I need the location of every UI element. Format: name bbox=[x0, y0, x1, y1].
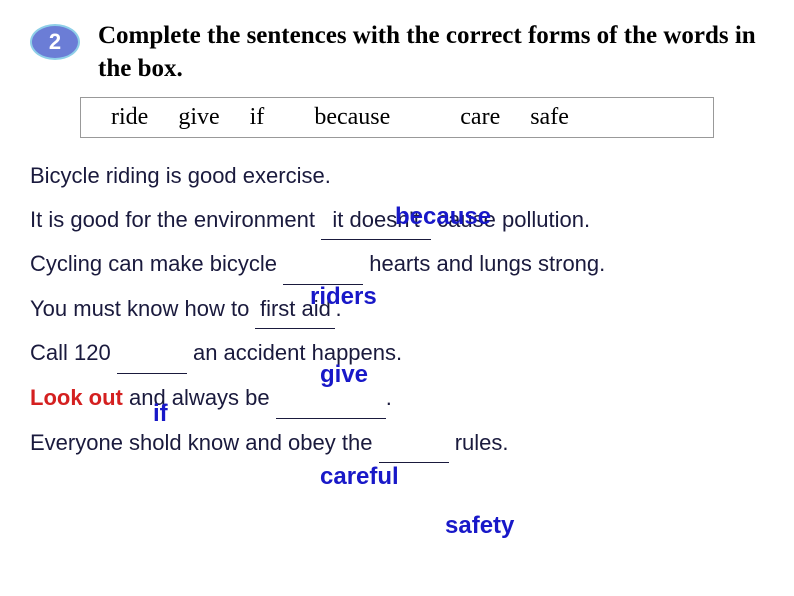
word-box: ride give if because care safe bbox=[80, 97, 714, 138]
instruction-text: Complete the sentences with the correct … bbox=[98, 20, 764, 85]
sentence-7: Everyone shold know and obey the rules. bbox=[30, 423, 764, 464]
answer-safety: safety bbox=[445, 512, 514, 540]
sentence-3: Cycling can make bicycle hearts and lung… bbox=[30, 244, 764, 285]
answer-careful: careful bbox=[320, 463, 399, 491]
exercise-number-badge: 2 bbox=[30, 24, 80, 60]
sentence-text: Cycling can make bicycle bbox=[30, 251, 283, 276]
answer-if: if bbox=[153, 400, 168, 428]
word-item: safe bbox=[530, 104, 569, 131]
sentence-5: Call 120 an accident happens. bbox=[30, 333, 764, 374]
header-row: 2 Complete the sentences with the correc… bbox=[30, 20, 764, 85]
answer-give: give bbox=[320, 361, 368, 389]
word-item: if bbox=[250, 104, 265, 131]
sentence-6: Look out and always be . bbox=[30, 378, 764, 419]
sentence-text: ld know and obey the bbox=[165, 430, 379, 455]
word-item: because bbox=[314, 104, 390, 131]
answer-because: because bbox=[395, 203, 491, 231]
sentence-1: Bicycle riding is good exercise. bbox=[30, 156, 764, 196]
blank-field[interactable] bbox=[283, 244, 363, 285]
highlighted-text: Look out bbox=[30, 385, 123, 410]
word-item: care bbox=[460, 104, 500, 131]
sentence-4: You must know how to first aid. bbox=[30, 289, 764, 330]
sentence-text: hearts and lungs strong. bbox=[363, 251, 605, 276]
sentence-text: It is good for the environment bbox=[30, 207, 321, 232]
sentence-text: rules. bbox=[449, 430, 509, 455]
blank-field[interactable] bbox=[379, 423, 449, 464]
word-item: give bbox=[178, 104, 219, 131]
sentence-text: and always be bbox=[123, 385, 276, 410]
sentence-text: . bbox=[386, 385, 392, 410]
sentence-text: Call 120 bbox=[30, 340, 117, 365]
answer-riders: riders bbox=[310, 283, 377, 311]
word-item: ride bbox=[111, 104, 148, 131]
sentence-text: an accident happens. bbox=[187, 340, 402, 365]
sentence-text: Everyone sho bbox=[30, 430, 165, 455]
sentence-text: You must know how to bbox=[30, 296, 255, 321]
blank-field[interactable] bbox=[117, 333, 187, 374]
